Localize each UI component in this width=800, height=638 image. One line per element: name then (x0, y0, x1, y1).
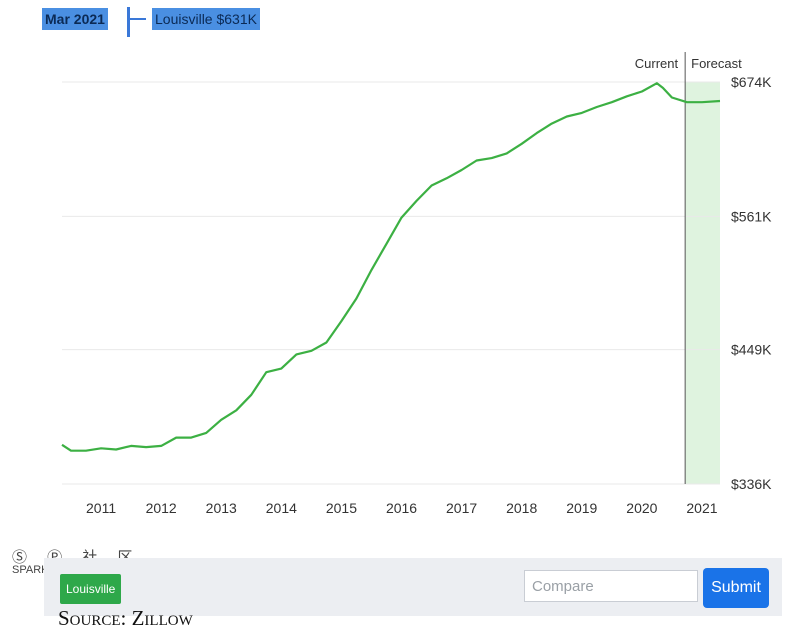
y-tick-label: $449K (731, 342, 772, 358)
submit-button[interactable]: Submit (703, 568, 769, 608)
y-tick-label: $336K (731, 476, 772, 492)
legend-marker (127, 7, 130, 37)
current-label: Current (635, 56, 679, 71)
series-value-label: Louisville $631K (152, 8, 260, 30)
forecast-label: Forecast (691, 56, 742, 71)
x-tick-label: 2019 (566, 500, 597, 516)
forecast-band (685, 82, 720, 484)
x-tick-label: 2017 (446, 500, 477, 516)
home-value-chart: $336K $449K $561K $674K Current Forecast 2011 2… (61, 52, 772, 516)
x-tick-label: 2011 (86, 500, 116, 516)
x-tick-label: 2015 (326, 500, 357, 516)
y-tick-label: $674K (731, 74, 772, 90)
source-caption: Source: Zillow (58, 606, 193, 630)
x-tick-label: 2013 (206, 500, 237, 516)
series-line-louisville (61, 82, 721, 452)
x-tick-label: 2012 (146, 500, 177, 516)
x-tick-label: 2020 (626, 500, 657, 516)
x-tick-label: 2018 (506, 500, 537, 516)
series-chip-louisville[interactable]: Louisville (60, 574, 122, 604)
compare-input[interactable] (524, 570, 698, 602)
y-tick-label: $561K (731, 208, 772, 224)
selected-date-label: Mar 2021 (42, 8, 108, 30)
x-tick-label: 2014 (266, 500, 297, 516)
x-tick-label: 2021 (686, 500, 717, 516)
legend-marker-tick (130, 18, 146, 20)
x-tick-label: 2016 (386, 500, 417, 516)
